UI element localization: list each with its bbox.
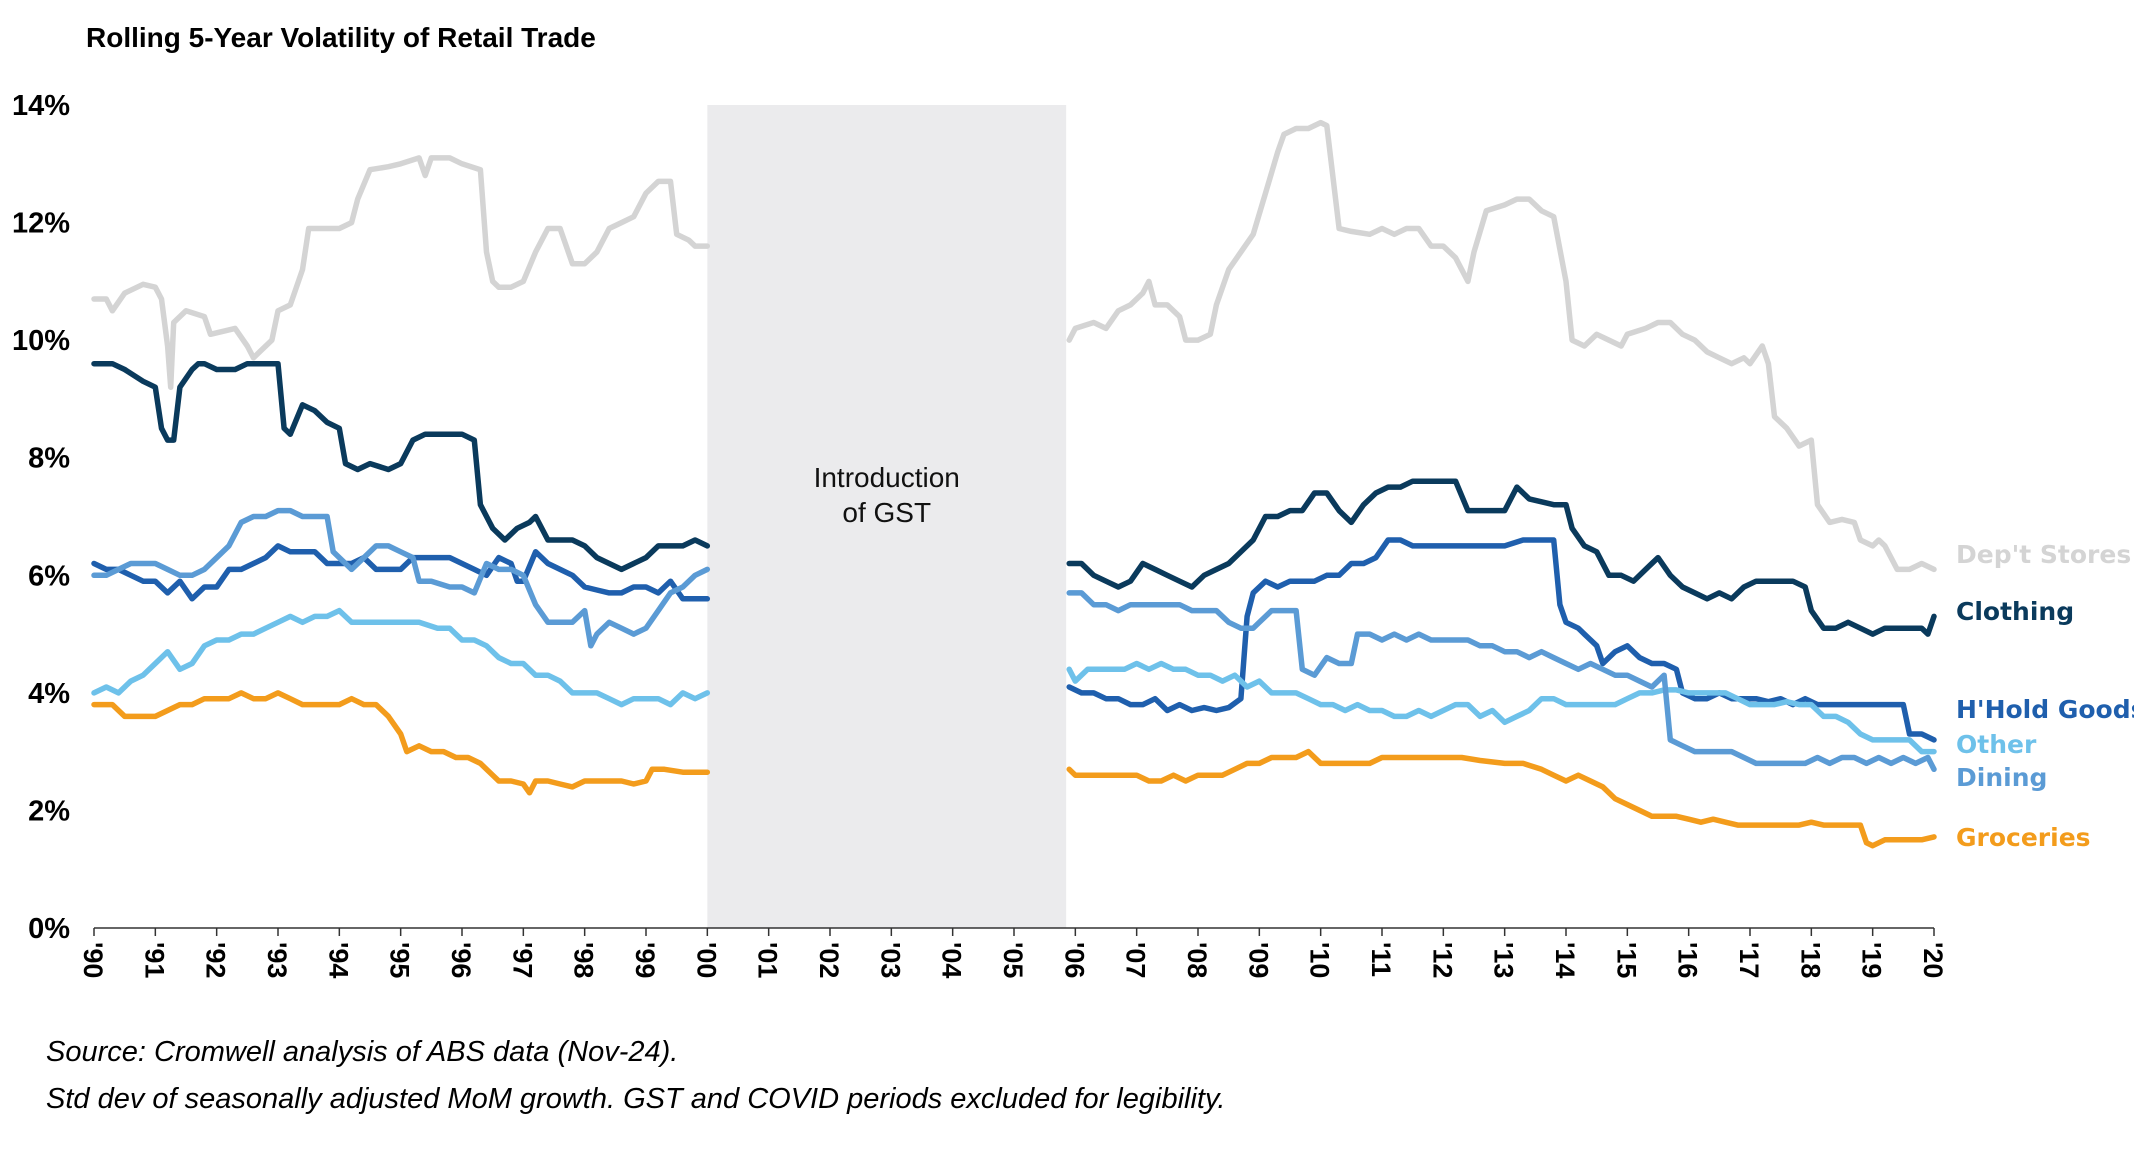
x-tick-label: '10	[1305, 942, 1335, 978]
method-note: Std dev of seasonally adjusted MoM growt…	[46, 1083, 1226, 1115]
x-tick-label: '96	[446, 942, 476, 978]
y-tick-label: 0%	[28, 913, 70, 945]
x-tick-label: '93	[262, 942, 292, 978]
x-tick-label: '18	[1795, 942, 1825, 978]
series-line-groceries	[1066, 748, 1937, 849]
series-label-other: Other	[1956, 730, 2037, 759]
x-tick-label: '99	[630, 942, 660, 978]
series-label-dep-t-stores: Dep't Stores	[1956, 540, 2131, 569]
x-tick-label: '16	[1673, 942, 1703, 978]
x-tick-label: '19	[1857, 942, 1887, 978]
series-line-clothing	[1066, 478, 1937, 637]
x-tick-label: '95	[385, 942, 415, 978]
series-label-groceries: Groceries	[1956, 823, 2091, 852]
y-tick-label: 10%	[12, 325, 70, 357]
gst-band-label: Introduction of GST	[814, 462, 960, 528]
x-tick-label: '97	[507, 942, 537, 978]
series-line-clothing	[91, 360, 711, 573]
x-tick-label: '94	[323, 942, 353, 978]
series-line-other	[1066, 660, 1937, 755]
y-tick-label: 12%	[12, 208, 70, 240]
y-tick-label: 8%	[28, 443, 70, 475]
x-tick-label: '98	[569, 942, 599, 978]
x-tick-label: '04	[937, 942, 967, 978]
y-tick-label: 14%	[12, 90, 70, 122]
series-line-dep-t-stores	[1066, 119, 1937, 573]
chart-title: Rolling 5-Year Volatility of Retail Trad…	[86, 22, 596, 53]
series-label-h-hold-goods: H'Hold Goods	[1956, 695, 2134, 724]
series-line-groceries	[91, 690, 711, 796]
x-tick-label: '08	[1182, 942, 1212, 978]
source-note: Source: Cromwell analysis of ABS data (N…	[46, 1036, 679, 1068]
series-label-dining: Dining	[1956, 763, 2047, 792]
y-tick-label: 2%	[28, 795, 70, 827]
x-tick-label: '07	[1121, 942, 1151, 978]
x-tick-label: '15	[1611, 942, 1641, 978]
x-tick-label: '01	[753, 942, 783, 978]
series-line-other	[91, 607, 711, 708]
x-tick-label: '17	[1734, 942, 1764, 978]
x-tick-label: '12	[1427, 942, 1457, 978]
series-line-dining	[91, 507, 711, 649]
series-line-dining	[1066, 590, 1937, 773]
x-tick-label: '14	[1550, 942, 1580, 978]
x-tick-label: '09	[1243, 942, 1273, 978]
x-tick-label: '20	[1918, 942, 1948, 978]
x-tick-label: '11	[1366, 942, 1396, 977]
series-line-h-hold-goods	[91, 543, 711, 602]
x-tick-label: '03	[875, 942, 905, 978]
x-tick-label: '05	[998, 942, 1028, 978]
x-tick-label: '92	[201, 942, 231, 978]
x-tick-label: '91	[139, 942, 169, 978]
series-line-dep-t-stores	[91, 155, 711, 390]
series-label-clothing: Clothing	[1956, 597, 2074, 626]
gst-excluded-band	[707, 105, 1067, 928]
x-tick-label: '90	[78, 942, 108, 978]
y-tick-label: 6%	[28, 560, 70, 592]
y-tick-label: 4%	[28, 678, 70, 710]
x-tick-label: '13	[1489, 942, 1519, 978]
x-tick-label: '00	[691, 942, 721, 978]
series-line-h-hold-goods	[1066, 537, 1937, 743]
x-tick-label: '06	[1059, 942, 1089, 978]
x-tick-label: '02	[814, 942, 844, 978]
